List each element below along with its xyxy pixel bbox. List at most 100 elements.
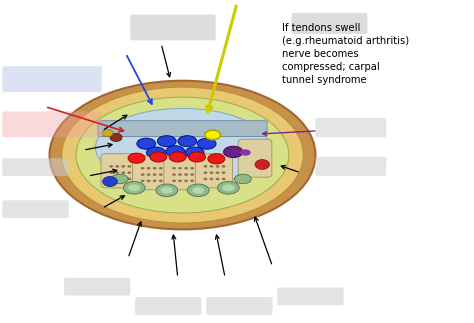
Circle shape — [184, 173, 188, 176]
Circle shape — [216, 165, 219, 168]
Circle shape — [115, 165, 119, 168]
Circle shape — [190, 173, 194, 176]
Circle shape — [203, 165, 207, 168]
FancyBboxPatch shape — [101, 154, 138, 188]
FancyBboxPatch shape — [132, 156, 170, 190]
Circle shape — [153, 167, 156, 170]
Ellipse shape — [62, 87, 303, 223]
Circle shape — [159, 173, 163, 176]
Circle shape — [121, 165, 125, 168]
Circle shape — [210, 172, 213, 174]
Ellipse shape — [205, 130, 220, 140]
FancyBboxPatch shape — [206, 297, 273, 315]
Ellipse shape — [157, 136, 176, 147]
Circle shape — [109, 172, 113, 174]
Ellipse shape — [150, 152, 167, 162]
FancyBboxPatch shape — [2, 66, 102, 92]
Ellipse shape — [218, 182, 239, 194]
Circle shape — [128, 165, 131, 168]
Circle shape — [102, 129, 113, 137]
Ellipse shape — [166, 146, 184, 157]
Circle shape — [141, 167, 145, 170]
Circle shape — [141, 180, 145, 182]
Circle shape — [159, 180, 163, 182]
Ellipse shape — [161, 187, 173, 194]
FancyBboxPatch shape — [2, 158, 69, 176]
Circle shape — [121, 172, 125, 174]
Ellipse shape — [178, 136, 197, 147]
Circle shape — [184, 180, 188, 182]
FancyBboxPatch shape — [164, 156, 201, 190]
Ellipse shape — [111, 174, 128, 184]
Ellipse shape — [156, 184, 178, 197]
FancyBboxPatch shape — [195, 154, 233, 188]
Ellipse shape — [240, 149, 251, 156]
Ellipse shape — [137, 138, 155, 149]
Ellipse shape — [224, 146, 243, 158]
FancyBboxPatch shape — [98, 121, 267, 137]
Circle shape — [178, 173, 182, 176]
FancyBboxPatch shape — [2, 200, 69, 218]
Text: If tendons swell
(e.g.rheumatoid arthritis)
nerve becomes
compressed; carpal
tun: If tendons swell (e.g.rheumatoid arthrit… — [282, 23, 409, 85]
FancyBboxPatch shape — [277, 287, 344, 305]
FancyBboxPatch shape — [130, 15, 216, 40]
Circle shape — [210, 165, 213, 168]
Ellipse shape — [49, 81, 316, 229]
Ellipse shape — [197, 138, 216, 149]
FancyBboxPatch shape — [315, 118, 386, 137]
Ellipse shape — [128, 153, 145, 163]
Circle shape — [172, 173, 176, 176]
Ellipse shape — [95, 109, 270, 186]
Circle shape — [147, 180, 151, 182]
Ellipse shape — [208, 154, 225, 164]
Ellipse shape — [169, 152, 186, 162]
Circle shape — [222, 178, 226, 180]
Circle shape — [222, 172, 226, 174]
FancyBboxPatch shape — [292, 13, 367, 34]
Circle shape — [255, 160, 270, 170]
Circle shape — [103, 177, 117, 186]
Ellipse shape — [187, 184, 209, 197]
Ellipse shape — [189, 152, 205, 162]
Circle shape — [153, 180, 156, 182]
Circle shape — [159, 167, 163, 170]
Circle shape — [128, 172, 131, 174]
FancyBboxPatch shape — [64, 278, 130, 296]
Circle shape — [110, 133, 122, 141]
Circle shape — [141, 173, 145, 176]
FancyBboxPatch shape — [2, 111, 102, 137]
FancyBboxPatch shape — [135, 297, 201, 315]
Circle shape — [121, 178, 125, 180]
Circle shape — [203, 172, 207, 174]
Circle shape — [147, 167, 151, 170]
Circle shape — [216, 178, 219, 180]
Circle shape — [203, 178, 207, 180]
FancyBboxPatch shape — [315, 157, 386, 176]
Ellipse shape — [76, 97, 289, 213]
Circle shape — [147, 173, 151, 176]
Circle shape — [115, 172, 119, 174]
Ellipse shape — [123, 182, 145, 194]
Circle shape — [109, 178, 113, 180]
Ellipse shape — [128, 184, 140, 191]
Circle shape — [210, 178, 213, 180]
Circle shape — [222, 165, 226, 168]
Circle shape — [216, 172, 219, 174]
Circle shape — [190, 180, 194, 182]
Circle shape — [153, 173, 156, 176]
Circle shape — [178, 180, 182, 182]
Ellipse shape — [185, 147, 204, 158]
Ellipse shape — [222, 184, 235, 191]
Circle shape — [109, 165, 113, 168]
Ellipse shape — [235, 174, 251, 184]
Circle shape — [190, 167, 194, 170]
Ellipse shape — [146, 147, 165, 158]
Circle shape — [172, 180, 176, 182]
Ellipse shape — [192, 187, 204, 194]
Circle shape — [178, 167, 182, 170]
Circle shape — [184, 167, 188, 170]
Circle shape — [172, 167, 176, 170]
Circle shape — [128, 178, 131, 180]
Circle shape — [115, 178, 119, 180]
FancyBboxPatch shape — [238, 139, 272, 177]
